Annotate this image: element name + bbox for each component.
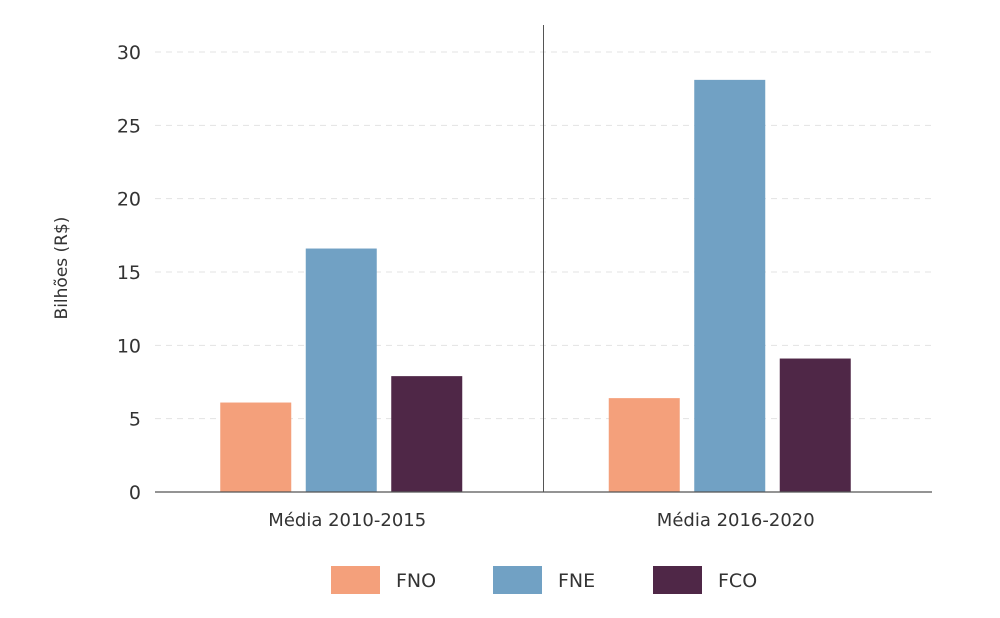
category-label: Média 2016-2020: [657, 510, 815, 531]
bar-fco-1: [391, 376, 463, 492]
y-tick-label: 5: [129, 409, 141, 431]
legend-swatch-fno: [331, 566, 380, 594]
y-tick-label: 15: [117, 262, 141, 284]
y-tick-label: 25: [117, 115, 141, 137]
category-labels: Média 2010-2015 Média 2016-2020: [268, 510, 814, 531]
bar-fno-1: [220, 402, 292, 492]
legend-label-fne: FNE: [558, 570, 595, 592]
y-tick-label: 30: [117, 42, 141, 64]
legend-label-fco: FCO: [718, 570, 757, 592]
legend-swatch-fco: [653, 566, 702, 594]
legend: FNO FNE FCO: [331, 566, 757, 594]
legend-label-fno: FNO: [396, 570, 436, 592]
y-tick-label: 20: [117, 189, 141, 211]
y-axis-title: Bilhões (R$): [52, 217, 72, 320]
bar-fco-2: [779, 358, 851, 492]
bar-fno-2: [608, 398, 680, 492]
y-tick-label: 0: [129, 482, 141, 504]
legend-swatch-fne: [493, 566, 542, 594]
bars: [220, 79, 851, 492]
axes: [155, 25, 932, 493]
y-tick-label: 10: [117, 335, 141, 357]
bar-fne-1: [305, 248, 377, 492]
bar-fne-2: [694, 79, 766, 492]
y-tick-labels: 0 5 10 15 20 25 30: [117, 42, 141, 504]
category-label: Média 2010-2015: [268, 510, 426, 531]
